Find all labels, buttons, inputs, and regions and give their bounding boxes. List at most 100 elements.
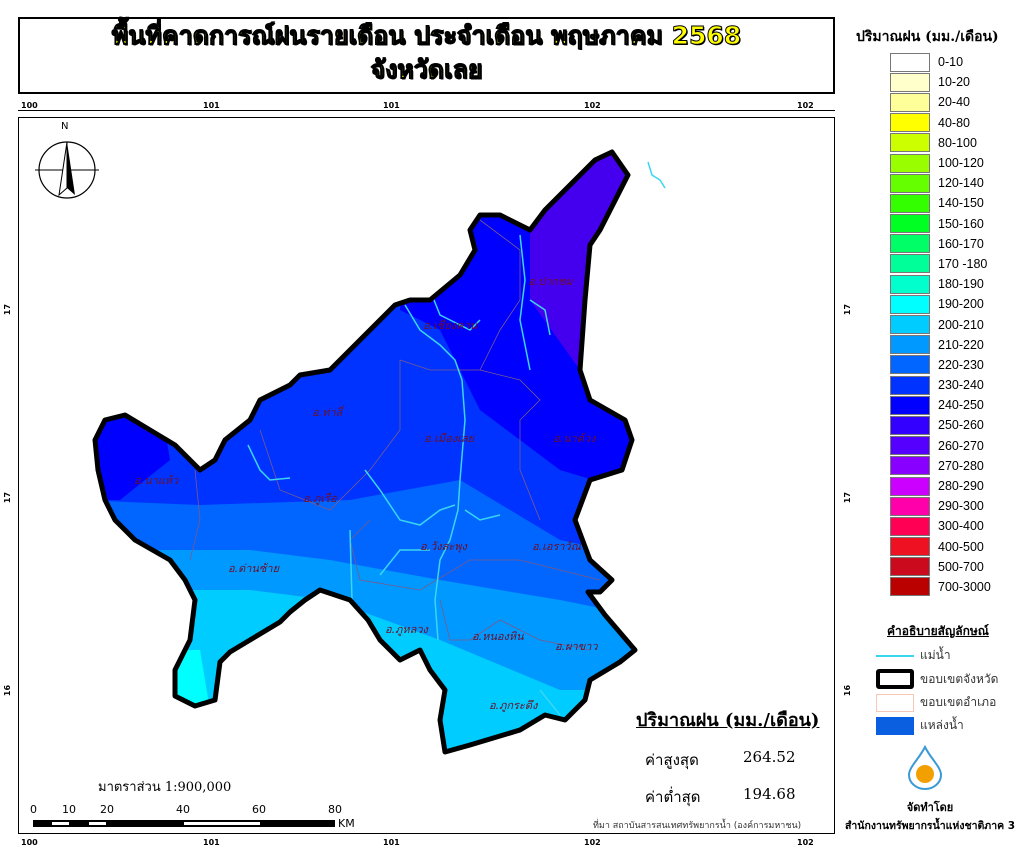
legend-label: 10-20 bbox=[938, 75, 970, 90]
title-box: พื้นที่คาดการณ์ฝนรายเดือน ประจำเดือน พฤษ… bbox=[18, 17, 835, 94]
agency-logo bbox=[907, 745, 943, 790]
legend-label: 170 -180 bbox=[938, 256, 988, 271]
legend-label: 290-300 bbox=[938, 499, 984, 514]
legend-label: 140-150 bbox=[938, 196, 984, 211]
legend-item: 240-250 bbox=[890, 395, 991, 415]
legend-item: 150-160 bbox=[890, 214, 991, 234]
legend-item: 200-210 bbox=[890, 314, 991, 335]
legend-item: 160-170 bbox=[890, 234, 991, 254]
legend-river: แม่น้ำ bbox=[876, 646, 951, 665]
legend-swatch bbox=[890, 234, 930, 254]
map-frame bbox=[18, 117, 835, 834]
legend-item: 500-700 bbox=[890, 557, 991, 577]
legend-swatch bbox=[890, 254, 930, 274]
scale-tick: 60 bbox=[252, 803, 266, 816]
legend-label: 100-120 bbox=[938, 156, 984, 171]
grid-label: 102 bbox=[584, 101, 601, 110]
legend-item: 700-3000 bbox=[890, 577, 991, 597]
district-label: อ.ท่าลี่ bbox=[312, 406, 343, 419]
district-label: อ.ภูหลวง bbox=[385, 623, 428, 636]
legend-label: 280-290 bbox=[938, 479, 984, 494]
legend-swatch bbox=[890, 577, 930, 597]
grid-label: 102 bbox=[797, 101, 814, 110]
min-value: 194.68 bbox=[743, 785, 796, 803]
legend-swatch bbox=[890, 274, 930, 294]
legend-label: แหล่งน้ำ bbox=[920, 718, 964, 732]
credit-org: สำนักงานทรัพยากรน้ำแห่งชาติภาค 3 bbox=[845, 820, 1016, 832]
legend-item: 100-120 bbox=[890, 153, 991, 173]
scale-tick: 20 bbox=[100, 803, 114, 816]
map-title: พื้นที่คาดการณ์ฝนรายเดือน ประจำเดือน พฤษ… bbox=[111, 21, 742, 51]
legend-label: 300-400 bbox=[938, 519, 984, 534]
max-value: 264.52 bbox=[743, 748, 796, 766]
district-label: อ.เชียงคาน bbox=[423, 319, 478, 332]
legend-item: 40-80 bbox=[890, 113, 991, 133]
legend-district-border: ขอบเขตอำเภอ bbox=[876, 693, 996, 712]
legend-item: 180-190 bbox=[890, 274, 991, 294]
legend-swatch bbox=[890, 294, 930, 314]
legend-swatch bbox=[890, 476, 930, 496]
legend-label: 270-280 bbox=[938, 458, 984, 473]
rainfall-map bbox=[33, 141, 666, 827]
legend-item: 280-290 bbox=[890, 476, 991, 496]
district-label: อ.เมืองเลย bbox=[424, 432, 475, 445]
river-line-icon bbox=[876, 654, 914, 657]
legend-swatch bbox=[890, 436, 930, 456]
north-arrow-icon bbox=[35, 141, 99, 199]
grid-label: 102 bbox=[797, 838, 814, 847]
legend-swatch bbox=[890, 456, 930, 476]
legend-item: 270-280 bbox=[890, 456, 991, 476]
scale-tick: 80 bbox=[328, 803, 342, 816]
legend-item: 300-400 bbox=[890, 516, 991, 536]
legend-water-body: แหล่งน้ำ bbox=[876, 716, 964, 735]
legend-swatch bbox=[890, 355, 930, 375]
legend-item: 170 -180 bbox=[890, 254, 991, 274]
district-label: อ.นาแห้ว bbox=[134, 474, 179, 487]
legend-label: 500-700 bbox=[938, 559, 984, 574]
district-label: อ.ผาขาว bbox=[555, 640, 598, 653]
max-label: ค่าสูงสุด bbox=[645, 751, 699, 769]
legend-swatch bbox=[890, 315, 930, 335]
district-label: อ.วังสะพุง bbox=[420, 540, 467, 553]
legend-swatch bbox=[890, 557, 930, 577]
legend-province-border: ขอบเขตจังหวัด bbox=[876, 669, 998, 689]
legend-item: 20-40 bbox=[890, 92, 991, 112]
legend-swatch bbox=[890, 173, 930, 193]
legend-label: 260-270 bbox=[938, 438, 984, 453]
district-label: อ.นาด้วง bbox=[553, 432, 596, 445]
scale-text: มาตราส่วน 1:900,000 bbox=[98, 780, 232, 795]
symbols-title: คำอธิบายสัญลักษณ์ bbox=[887, 624, 989, 638]
grid-label: 102 bbox=[584, 838, 601, 847]
legend-label: 250-260 bbox=[938, 418, 984, 433]
legend-title: ปริมาณฝน (มม./เดือน) bbox=[856, 29, 999, 45]
district-label: อ.ด่านซ้าย bbox=[228, 562, 280, 575]
legend-label: 120-140 bbox=[938, 176, 984, 191]
district-label: อ.ปากชม bbox=[528, 275, 573, 288]
stats-title: ปริมาณฝน (มม./เดือน) bbox=[636, 710, 820, 731]
legend-swatch bbox=[890, 415, 930, 435]
legend-label: 40-80 bbox=[938, 115, 970, 130]
legend-label: 400-500 bbox=[938, 539, 984, 554]
grid-label: 101 bbox=[203, 101, 220, 110]
grid-label: 100 bbox=[21, 838, 38, 847]
credit-label: จัดทำโดย bbox=[906, 801, 954, 814]
legend-label: 210-220 bbox=[938, 337, 984, 352]
source-text: ที่มา สถาบันสารสนเทศทรัพยากรน้ำ (องค์การ… bbox=[593, 821, 802, 831]
legend-label: 20-40 bbox=[938, 95, 970, 110]
legend-swatch bbox=[890, 92, 930, 112]
legend-label: ขอบเขตอำเภอ bbox=[920, 695, 997, 709]
rainfall-legend: 0-10 10-20 20-40 40-80 80-100 100-120 120-140 1… bbox=[890, 52, 991, 597]
legend-item: 10-20 bbox=[890, 72, 991, 92]
legend-item: 120-140 bbox=[890, 173, 991, 193]
legend-label: ขอบเขตจังหวัด bbox=[920, 671, 999, 686]
grid-label: 100 bbox=[21, 101, 38, 110]
grid-label: 101 bbox=[383, 838, 400, 847]
scale-tick: 10 bbox=[62, 803, 76, 816]
legend-swatch bbox=[890, 516, 930, 536]
province-border-icon bbox=[876, 669, 914, 689]
legend-label: 150-160 bbox=[938, 216, 984, 231]
legend-item: 220-230 bbox=[890, 355, 991, 375]
district-label: อ.ภูกระดึง bbox=[489, 699, 538, 712]
legend-swatch bbox=[890, 133, 930, 153]
legend-label: 80-100 bbox=[938, 135, 977, 150]
